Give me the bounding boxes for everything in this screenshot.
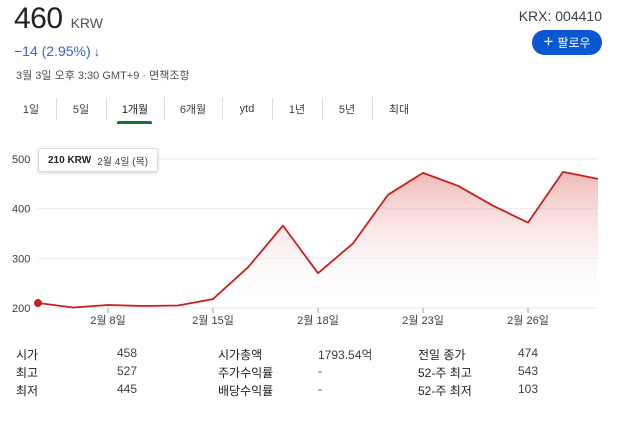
stat-label-pe-ratio: 주가수익률 [218, 366, 274, 380]
tab-divider [372, 98, 373, 120]
tab-max[interactable]: 최대 [388, 104, 410, 116]
y-tick-label: 200 [12, 303, 30, 315]
stat-value-open: 458 [117, 346, 138, 360]
stat-value-prev-close: 474 [518, 346, 539, 360]
ticker-symbol: KRX: 004410 [518, 8, 602, 24]
x-tick-label: 2월 23일 [402, 313, 444, 327]
stat-value-52w-low: 103 [518, 382, 539, 396]
price-change: −14 (2.95%) ↓ [14, 43, 100, 59]
current-price: 460 [14, 2, 63, 35]
stat-label-52w-low: 52-주 최저 [418, 384, 472, 398]
price-change-value: −14 (2.95%) [14, 43, 91, 59]
tab-divider [164, 98, 165, 120]
stat-value-pe-ratio: - [318, 364, 322, 378]
stat-label-52w-high: 52-주 최고 [418, 366, 472, 380]
tab-divider [56, 98, 57, 120]
plus-icon: + [543, 32, 554, 51]
tab-divider [222, 98, 223, 120]
tab-6m[interactable]: 6개월 [179, 104, 207, 116]
tab-1y[interactable]: 1년 [288, 104, 306, 116]
arrow-down-icon: ↓ [93, 43, 101, 59]
price-line [37, 171, 599, 309]
stat-value-market-cap: 1793.54억 [318, 348, 373, 362]
stat-value-low: 445 [117, 382, 138, 396]
tooltip-date: 2월 4일 (목) [97, 156, 149, 168]
y-tick-label: 400 [12, 204, 30, 216]
y-tick-label: 300 [12, 253, 30, 265]
price-header: 460 KRW [14, 2, 103, 36]
price-area-fill [38, 171, 598, 308]
active-tab-indicator [117, 121, 152, 124]
x-tick-label: 2월 8일 [90, 313, 126, 327]
quote-timestamp: 3월 3일 오후 3:30 GMT+9 · 면책조항 [16, 70, 190, 82]
tab-1m[interactable]: 1개월 [121, 104, 149, 116]
stat-label-high: 최고 [16, 366, 39, 380]
stat-label-prev-close: 전일 종가 [418, 348, 466, 362]
stat-label-market-cap: 시가총액 [218, 348, 263, 362]
tab-ytd[interactable]: ytd [239, 103, 255, 115]
y-tick-label: 500 [12, 154, 30, 166]
price-chart[interactable]: 200 300 400 500 2월 8일 2월 15일 2월 18일 2월 23일 2월 2… [0, 140, 636, 335]
stat-value-dividend-yield: - [318, 382, 322, 396]
x-tick-label: 2월 26일 [507, 313, 549, 327]
tab-divider [272, 98, 273, 120]
follow-button[interactable]: + 팔로우 [532, 30, 602, 55]
tooltip-value: 210 KRW [48, 154, 92, 166]
chart-tooltip: 210 KRW 2월 4일 (목) [38, 148, 159, 172]
tab-5d[interactable]: 5일 [72, 104, 90, 116]
hover-point [34, 299, 42, 308]
follow-button-label: 팔로우 [557, 36, 591, 50]
stat-label-dividend-yield: 배당수익률 [218, 384, 274, 398]
x-tick-label: 2월 18일 [297, 313, 339, 327]
stat-label-open: 시가 [16, 348, 39, 362]
tab-divider [322, 98, 323, 120]
x-tick-label: 2월 15일 [192, 313, 234, 327]
stat-label-low: 최저 [16, 384, 39, 398]
tab-5y[interactable]: 5년 [338, 104, 356, 116]
stat-value-high: 527 [117, 364, 138, 378]
stat-value-52w-high: 543 [518, 364, 539, 378]
tab-1d[interactable]: 1일 [22, 104, 40, 116]
currency-label: KRW [70, 15, 103, 31]
tab-divider [106, 98, 107, 120]
